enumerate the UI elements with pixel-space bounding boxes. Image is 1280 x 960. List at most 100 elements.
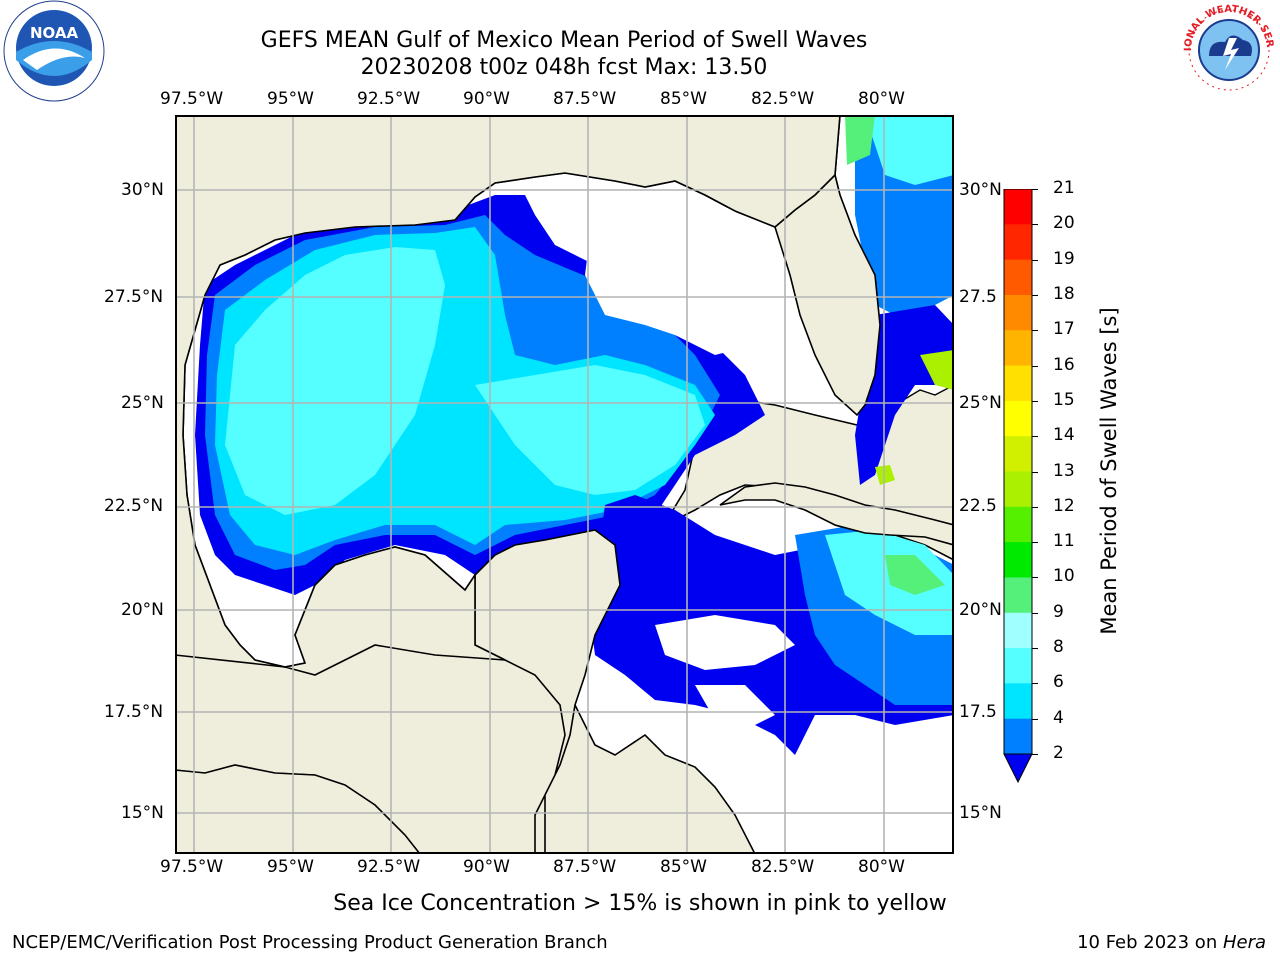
graticule — [175, 115, 954, 854]
map-frame — [175, 115, 954, 854]
lat-tick-left: 27.5°N — [104, 287, 164, 307]
colorbar-segment — [1004, 542, 1032, 578]
colorbar-segment — [1004, 577, 1032, 614]
lon-tick-top: 95°W — [267, 89, 314, 109]
colorbar-tick — [1032, 189, 1038, 190]
lon-tick-top: 87.5°W — [553, 89, 617, 109]
colorbar-tick — [1032, 400, 1038, 402]
colorbar-tick — [1032, 436, 1038, 438]
lon-tick-bottom: 95°W — [267, 857, 314, 877]
colorbar-tick-label: 15 — [1053, 389, 1075, 410]
colorbar-tick-label: 18 — [1053, 283, 1075, 304]
colorbar-tick — [1032, 542, 1038, 544]
colorbar-svg — [1003, 188, 1033, 784]
lon-tick-top: 92.5°W — [357, 89, 421, 109]
colorbar-labels: 2 4 6 8 9 10 11 12 13 14 15 16 17 18 19 20 21 — [1032, 0, 1100, 960]
colorbar-tick — [1032, 330, 1038, 332]
colorbar-tick-label: 21 — [1053, 178, 1075, 198]
lat-tick-left: 20°N — [121, 600, 164, 620]
colorbar-tick — [1032, 259, 1038, 261]
lon-tick-top: 85°W — [660, 89, 707, 109]
colorbar-segment — [1004, 506, 1032, 543]
colorbar-segment — [1004, 718, 1032, 755]
lat-tick-right: 20°N — [959, 600, 1002, 620]
lon-tick-bottom: 90°W — [463, 857, 510, 877]
colorbar-segment — [1004, 471, 1032, 508]
colorbar-tick-label: 12 — [1053, 495, 1075, 516]
lon-tick-top: 82.5°W — [751, 89, 815, 109]
colorbar-tick-label: 17 — [1053, 319, 1075, 340]
map-svg — [174, 114, 955, 855]
colorbar-tick — [1032, 612, 1038, 614]
colorbar-extend-arrow — [1003, 753, 1033, 784]
colorbar-tick-label: 11 — [1053, 531, 1075, 552]
footer-host: Hera — [1222, 932, 1266, 953]
colorbar-tick — [1032, 683, 1038, 685]
lon-tick-bottom: 80°W — [858, 857, 905, 877]
nws-logo: NATIONAL WEATHER SERVICE — [1175, 0, 1279, 100]
swell-carib-cyan — [825, 530, 954, 635]
colorbar-tick-label: 13 — [1053, 460, 1075, 481]
lat-tick-left: 30°N — [121, 180, 164, 200]
colorbar-segment — [1004, 648, 1032, 684]
lat-tick-left: 25°N — [121, 393, 164, 413]
colorbar-segment — [1004, 612, 1032, 649]
colorbar-title: Mean Period of Swell Waves [s] — [1097, 307, 1121, 635]
colorbar-segment — [1004, 224, 1032, 261]
lat-tick-right: 22.5 — [959, 496, 997, 516]
colorbar-tick — [1032, 294, 1038, 296]
lon-tick-bottom: 85°W — [660, 857, 707, 877]
colorbar-tick-label: 16 — [1053, 354, 1075, 375]
colorbar-tick-label: 6 — [1053, 672, 1064, 693]
lon-tick-top: 80°W — [858, 89, 905, 109]
lon-tick-bottom: 82.5°W — [751, 857, 815, 877]
lon-tick-top: 90°W — [463, 89, 510, 109]
colorbar-segment — [1004, 259, 1032, 296]
colorbar-tick — [1032, 506, 1038, 508]
yucatan-land — [174, 529, 621, 855]
swell-gulf-light — [225, 247, 445, 515]
lat-tick-left: 17.5°N — [104, 702, 164, 722]
colorbar-segment — [1004, 189, 1032, 225]
lat-tick-right: 27.5 — [959, 287, 997, 307]
colorbar-tick — [1032, 718, 1038, 720]
colorbar-tick-label: 8 — [1053, 637, 1064, 658]
colorbar-tick-label: 2 — [1053, 743, 1064, 763]
lon-tick-bottom: 97.5°W — [160, 857, 224, 877]
colorbar-tick-label: 10 — [1053, 566, 1075, 587]
footer-credit: NCEP/EMC/Verification Post Processing Pr… — [12, 932, 608, 953]
footer-date: 10 Feb 2023 on Hera — [1077, 932, 1266, 953]
chart-subtitle: 20230208 t00z 048h fcst Max: 13.50 — [360, 55, 768, 80]
lat-tick-right: 25°N — [959, 393, 1002, 413]
colorbar-tick — [1032, 754, 1038, 755]
colorbar-segment — [1004, 683, 1032, 720]
colorbar-segment — [1004, 294, 1032, 331]
map-area — [174, 114, 955, 855]
chart-title: GEFS MEAN Gulf of Mexico Mean Period of … — [260, 28, 868, 53]
colorbar-segment — [1004, 436, 1032, 472]
colorbar — [1003, 188, 1033, 784]
colorbar-segment — [1004, 400, 1032, 437]
colorbar-tick — [1032, 648, 1038, 650]
lon-tick-bottom: 92.5°W — [357, 857, 421, 877]
colorbar-segment — [1004, 365, 1032, 402]
noaa-logo-text: NOAA — [30, 24, 79, 42]
colorbar-tick — [1032, 224, 1038, 226]
lat-tick-right: 30°N — [959, 180, 1002, 200]
colorbar-tick-label: 9 — [1053, 601, 1064, 622]
colorbar-tick — [1032, 471, 1038, 473]
colorbar-tick-label: 19 — [1053, 248, 1075, 269]
colorbar-tick-label: 4 — [1053, 707, 1064, 728]
lon-tick-top: 97.5°W — [160, 89, 224, 109]
gulf-coast-land — [174, 114, 841, 676]
colorbar-segment — [1004, 330, 1032, 367]
lat-tick-right: 17.5 — [959, 702, 997, 722]
colorbar-tick — [1032, 577, 1038, 579]
noaa-logo: NOAA — [3, 0, 105, 102]
lat-tick-right: 15°N — [959, 803, 1002, 823]
colorbar-tick — [1032, 365, 1038, 367]
lat-tick-left: 22.5°N — [104, 496, 164, 516]
sea-ice-note: Sea Ice Concentration > 15% is shown in … — [333, 891, 947, 916]
lon-tick-bottom: 87.5°W — [553, 857, 617, 877]
swell-gulf-low — [585, 185, 775, 355]
